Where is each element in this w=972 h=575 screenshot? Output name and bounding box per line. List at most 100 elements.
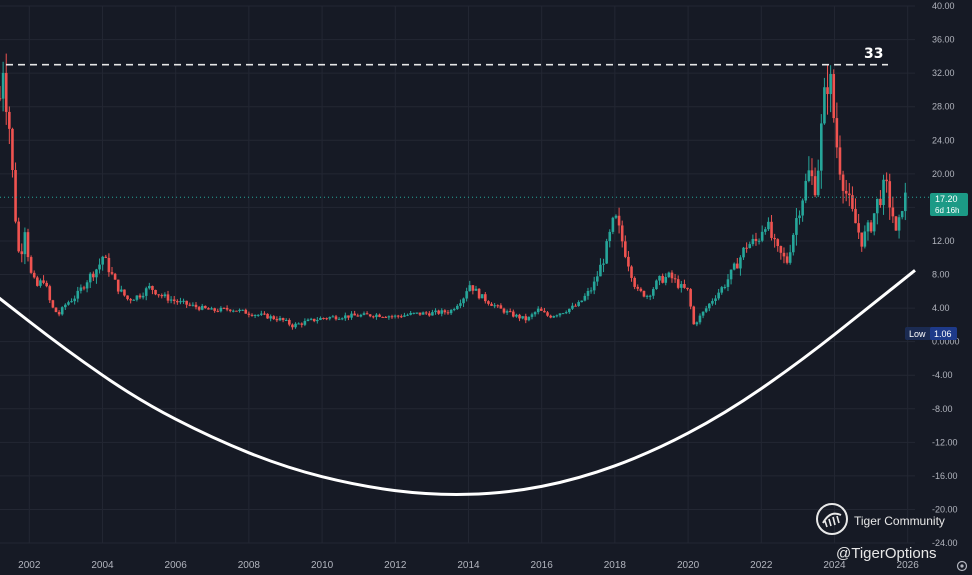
candle-body <box>465 291 468 299</box>
candle-body <box>101 256 104 265</box>
candle-body <box>823 87 826 124</box>
candle-body <box>95 269 98 278</box>
candle-body <box>540 308 543 311</box>
candle-body <box>767 221 770 230</box>
candle-body <box>704 308 708 312</box>
candle-body <box>266 313 269 319</box>
candle-body <box>381 316 384 318</box>
candle-body <box>857 223 860 233</box>
candle-body <box>57 312 61 315</box>
candle-body <box>624 241 627 257</box>
candle-body <box>144 288 148 296</box>
candle-body <box>51 300 55 308</box>
candle-body <box>804 180 808 201</box>
y-tick-label: 8.00 <box>932 270 950 280</box>
candle-body <box>499 305 503 309</box>
candle-body <box>835 118 839 148</box>
candle-body <box>748 244 752 249</box>
candle-body <box>676 279 680 288</box>
candle-body <box>633 277 636 287</box>
x-tick-label: 2024 <box>823 560 846 571</box>
candle-body <box>546 312 549 316</box>
candle-body <box>754 238 758 241</box>
candle-body <box>39 280 42 286</box>
candle-body <box>536 308 540 313</box>
candle-body <box>250 314 254 316</box>
y-tick-label: 20.00 <box>932 169 955 179</box>
candle-body <box>356 315 360 317</box>
candle-body <box>770 221 773 238</box>
candle-body <box>260 313 263 315</box>
candle-body <box>512 311 515 317</box>
candle-body <box>459 303 462 306</box>
tiger-logo-icon <box>816 503 848 535</box>
x-tick-label: 2010 <box>311 560 334 571</box>
candle-body <box>64 304 67 308</box>
candle-body <box>11 128 14 171</box>
annotations <box>0 63 930 198</box>
candle-body <box>742 247 745 258</box>
candle-body <box>599 264 602 277</box>
candle-body <box>76 290 80 299</box>
candle-body <box>60 307 64 315</box>
candle-body <box>577 302 580 306</box>
candle-body <box>897 217 901 231</box>
candle-body <box>627 256 630 267</box>
candle-body <box>726 279 730 287</box>
candle-body <box>344 315 347 319</box>
candle-body <box>160 295 164 297</box>
y-tick-label: -8.00 <box>932 404 953 414</box>
candle-body <box>393 315 397 317</box>
candle-body <box>110 272 114 274</box>
candle-body <box>42 280 45 283</box>
candle-body <box>232 310 235 312</box>
candle-body <box>172 299 176 302</box>
candle-body <box>378 314 381 317</box>
y-tick-label: -24.00 <box>932 538 958 548</box>
candle-body <box>200 305 204 310</box>
candle-body <box>316 319 319 322</box>
candle-body <box>714 298 717 302</box>
candle-body <box>533 312 537 315</box>
community-label: Tiger Community <box>854 514 945 528</box>
candle-body <box>527 316 531 321</box>
candle-body <box>54 307 58 313</box>
candle-body <box>596 276 599 282</box>
bowl-curve <box>0 269 916 496</box>
candle-body <box>558 313 562 316</box>
low-tag: Low 1.06 <box>905 327 957 340</box>
bowl-curve-line <box>0 269 916 496</box>
candle-body <box>116 279 120 292</box>
candle-body <box>319 317 322 320</box>
candle-body <box>325 318 328 320</box>
candle-body <box>795 218 798 235</box>
candle-body <box>620 225 624 242</box>
candle-body <box>372 316 375 318</box>
candle-body <box>303 321 307 325</box>
candle-body <box>904 192 907 212</box>
settings-gear-icon[interactable] <box>956 560 968 572</box>
y-tick-label: 4.00 <box>932 303 950 313</box>
candle-body <box>636 286 640 289</box>
candle-body <box>816 170 820 196</box>
candle-body <box>518 314 521 319</box>
candle-body <box>98 264 101 270</box>
candle-body <box>185 300 188 305</box>
candle-body <box>801 200 804 216</box>
grid-lines <box>0 5 915 544</box>
candle-body <box>589 290 593 292</box>
candle-body <box>291 324 294 328</box>
candle-body <box>798 215 801 219</box>
candle-body <box>760 231 764 241</box>
candle-body <box>848 193 851 196</box>
candle-body <box>126 295 129 300</box>
candle-body <box>368 314 372 317</box>
candle-body <box>253 314 257 316</box>
candle-body <box>337 318 341 320</box>
candle-body <box>574 305 577 307</box>
y-tick-label: -20.00 <box>932 504 958 514</box>
candle-body <box>592 281 596 291</box>
candle-body <box>689 289 692 307</box>
candle-body <box>123 289 126 296</box>
candle-body <box>683 284 686 288</box>
